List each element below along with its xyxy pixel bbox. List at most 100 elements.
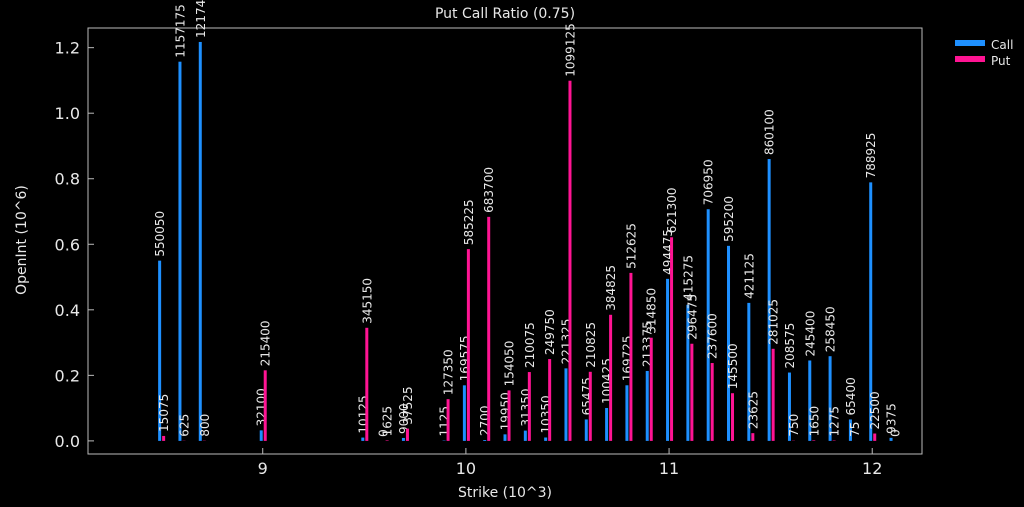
value-label: 512625 xyxy=(624,223,638,269)
value-label: 750 xyxy=(787,414,801,437)
bar xyxy=(625,385,628,441)
legend-swatch xyxy=(955,40,985,46)
bar xyxy=(568,81,571,441)
value-label: 550050 xyxy=(153,211,167,257)
value-label: 625 xyxy=(177,414,191,437)
x-tick-label: 12 xyxy=(862,459,882,478)
x-tick-label: 11 xyxy=(659,459,679,478)
value-label: 595200 xyxy=(722,196,736,242)
bar xyxy=(178,62,181,441)
value-label: 237600 xyxy=(706,313,720,359)
bar xyxy=(609,315,612,441)
bar xyxy=(463,385,466,441)
value-label: 9375 xyxy=(885,403,899,434)
bar xyxy=(646,371,649,441)
bar xyxy=(406,429,409,441)
y-axis-label: OpenInt (10^6) xyxy=(14,185,30,295)
value-label: 384825 xyxy=(604,265,618,311)
bar xyxy=(386,440,389,441)
bar xyxy=(402,438,405,441)
value-label: 245400 xyxy=(803,311,817,357)
bar xyxy=(544,438,547,441)
bar xyxy=(731,393,734,441)
bar xyxy=(162,436,165,441)
bar xyxy=(727,246,730,441)
bar xyxy=(504,434,507,441)
y-tick-label: 0.0 xyxy=(55,432,80,451)
bar xyxy=(812,440,815,441)
bar xyxy=(487,217,490,441)
bar xyxy=(361,438,364,441)
value-label: 1650 xyxy=(807,406,821,437)
value-label: 585225 xyxy=(462,199,476,245)
value-label: 1275 xyxy=(828,406,842,437)
bar xyxy=(483,440,486,441)
value-label: 0 xyxy=(889,429,903,437)
bar xyxy=(690,344,693,441)
bar xyxy=(890,438,893,441)
value-label: 15075 xyxy=(157,394,171,432)
y-tick-label: 0.2 xyxy=(55,366,80,385)
value-label: 249750 xyxy=(543,309,557,355)
legend-label: Call xyxy=(991,38,1013,52)
value-label: 296475 xyxy=(685,294,699,340)
bar xyxy=(670,237,673,441)
bar xyxy=(467,249,470,441)
bar xyxy=(772,349,775,441)
value-label: 75 xyxy=(848,422,862,437)
value-label: 23625 xyxy=(746,391,760,429)
value-label: 621300 xyxy=(665,187,679,233)
value-label: 210075 xyxy=(523,322,537,368)
value-label: 208575 xyxy=(783,323,797,369)
value-label: 1157175 xyxy=(173,4,187,57)
y-tick-label: 0.6 xyxy=(55,235,80,254)
value-label: 706950 xyxy=(702,159,716,205)
bar xyxy=(711,363,714,441)
value-label: 314850 xyxy=(645,288,659,334)
value-label: 1099125 xyxy=(563,23,577,76)
value-label: 258450 xyxy=(824,306,838,352)
bar xyxy=(666,279,669,441)
value-label: 145500 xyxy=(726,343,740,389)
value-label: 345150 xyxy=(360,278,374,324)
bar xyxy=(264,370,267,441)
legend-swatch xyxy=(955,56,985,62)
value-label: 860100 xyxy=(763,109,777,155)
value-label: 127350 xyxy=(442,349,456,395)
value-label: 37525 xyxy=(401,386,415,424)
y-tick-label: 0.8 xyxy=(55,170,80,189)
bar xyxy=(447,399,450,441)
value-label: 1217400 xyxy=(194,0,208,38)
bar xyxy=(751,433,754,441)
bar xyxy=(589,372,592,441)
bar xyxy=(629,273,632,441)
bar xyxy=(548,359,551,441)
value-label: 215400 xyxy=(259,320,273,366)
value-label: 421125 xyxy=(742,253,756,299)
y-tick-label: 1.2 xyxy=(55,39,80,58)
value-label: 1625 xyxy=(381,406,395,437)
value-label: 210825 xyxy=(584,322,598,368)
y-tick-label: 0.4 xyxy=(55,301,80,320)
value-label: 788925 xyxy=(864,133,878,179)
bar xyxy=(508,390,511,440)
y-tick-label: 1.0 xyxy=(55,104,80,123)
bar xyxy=(650,338,653,441)
value-label: 65400 xyxy=(844,377,858,415)
value-label: 154050 xyxy=(503,341,517,387)
x-tick-label: 9 xyxy=(258,459,268,478)
bar xyxy=(260,430,263,441)
value-label: 683700 xyxy=(482,167,496,213)
bar xyxy=(564,368,567,441)
value-label: 800 xyxy=(198,414,212,437)
bar xyxy=(199,42,202,441)
chart-title: Put Call Ratio (0.75) xyxy=(435,6,575,22)
legend-label: Put xyxy=(991,54,1011,68)
bar xyxy=(585,419,588,440)
bar xyxy=(605,408,608,441)
x-axis-label: Strike (10^3) xyxy=(458,485,552,501)
value-label: 281025 xyxy=(767,299,781,345)
bar xyxy=(528,372,531,441)
value-label: 22500 xyxy=(868,391,882,429)
